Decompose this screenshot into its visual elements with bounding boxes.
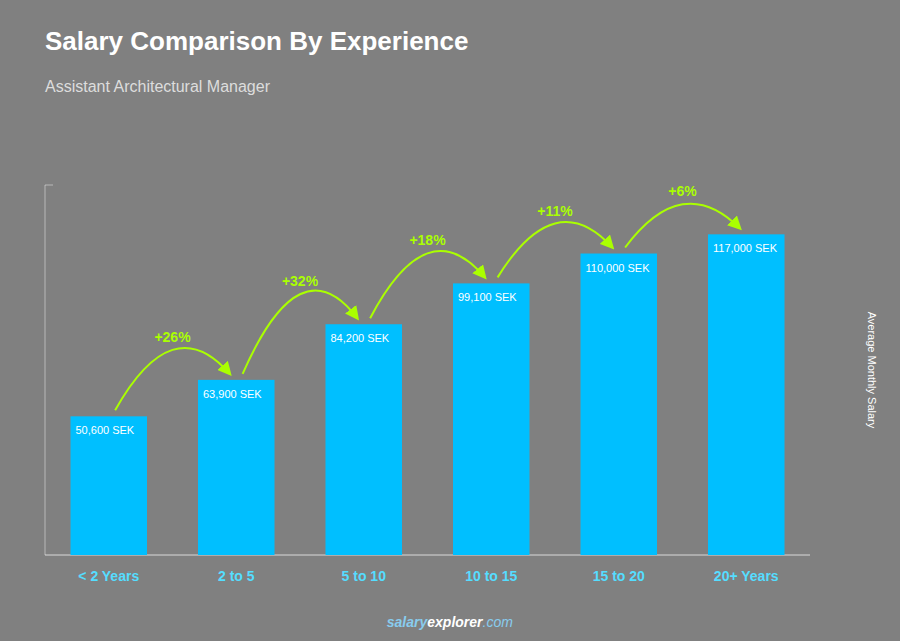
- data-label: 63,900 SEK: [203, 388, 262, 400]
- watermark-part: explorer: [427, 614, 484, 630]
- data-label: 117,000 SEK: [713, 242, 778, 254]
- bar: [453, 283, 530, 555]
- x-tick-label: < 2 Years: [78, 568, 139, 584]
- title: Salary Comparison By Experience: [45, 26, 468, 56]
- background: [0, 0, 900, 641]
- annotation: +32%: [282, 273, 319, 289]
- annotation: +11%: [537, 203, 573, 219]
- change-arrow: [498, 222, 613, 277]
- bar: [326, 324, 403, 555]
- change-arrow: [625, 204, 740, 248]
- change-arrow: [115, 348, 230, 410]
- subtitle: Assistant Architectural Manager: [45, 78, 271, 95]
- y-axis-line: [45, 185, 46, 555]
- y-range-end: [45, 185, 53, 186]
- change-arrow: [243, 290, 358, 373]
- annotation: +6%: [668, 183, 697, 199]
- bars: [71, 234, 785, 555]
- bar: [581, 254, 658, 555]
- annotation: +26%: [154, 329, 191, 345]
- chart-container: Salary Comparison By Experience Assistant…: [0, 0, 900, 641]
- watermark-part: salary: [387, 614, 429, 630]
- annotation: +18%: [409, 232, 446, 248]
- x-tick-label: 10 to 15: [465, 568, 517, 584]
- bar: [71, 416, 148, 555]
- bar: [198, 380, 275, 555]
- x-axis-line: [45, 555, 810, 556]
- watermark-part: .com: [483, 614, 514, 630]
- data-label: 84,200 SEK: [331, 332, 390, 344]
- x-tick-label: 20+ Years: [714, 568, 779, 584]
- bar: [708, 234, 785, 555]
- change-arrow: [370, 251, 485, 318]
- y-axis-label: Average Monthly Salary: [866, 312, 878, 429]
- data-label: 99,100 SEK: [458, 291, 517, 303]
- x-tick-label: 5 to 10: [342, 568, 387, 584]
- watermark: salaryexplorer.com: [387, 614, 513, 630]
- data-label: 50,600 SEK: [76, 424, 135, 436]
- data-label: 110,000 SEK: [586, 262, 651, 274]
- x-tick-label: 15 to 20: [593, 568, 645, 584]
- x-tick-label: 2 to 5: [218, 568, 255, 584]
- chart: Salary Comparison By Experience Assistant…: [0, 0, 900, 641]
